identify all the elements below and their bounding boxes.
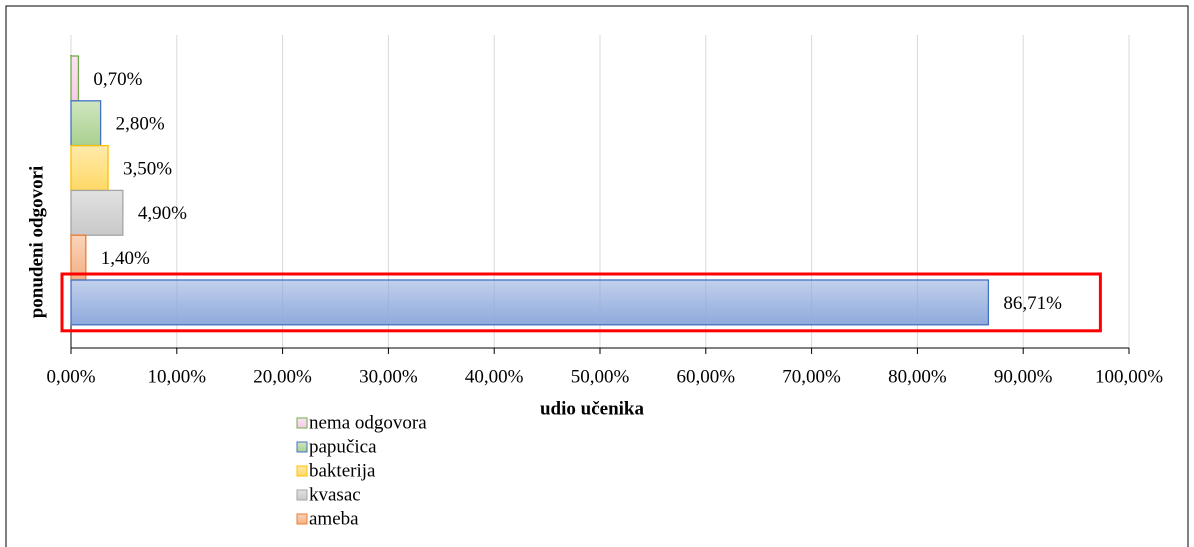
x-tick-label: 100,00% — [1095, 366, 1163, 387]
x-tick-label: 50,00% — [571, 366, 630, 387]
x-tick-label: 90,00% — [994, 366, 1053, 387]
legend-label: kvasac — [309, 484, 361, 505]
legend-swatch — [296, 417, 308, 429]
x-tick-label: 30,00% — [359, 366, 418, 387]
legend-label: bakterija — [309, 460, 376, 481]
legend-label: nema odgovora — [309, 412, 427, 433]
bar — [70, 100, 102, 147]
x-tick-label: 0,00% — [46, 366, 95, 387]
x-tick-label: 60,00% — [677, 366, 736, 387]
data-label: 3,50% — [123, 158, 172, 179]
legend-swatch — [296, 489, 308, 501]
legend-swatch — [296, 465, 308, 477]
highlight-box — [60, 272, 1102, 333]
x-tick-label: 20,00% — [253, 366, 312, 387]
bar — [70, 279, 990, 326]
legend-label: papučica — [309, 436, 377, 457]
legend-swatch — [296, 441, 308, 453]
x-tick-label: 40,00% — [465, 366, 524, 387]
x-tick-label: 10,00% — [148, 366, 207, 387]
data-label: 2,80% — [116, 114, 165, 135]
legend-swatch — [296, 513, 308, 525]
data-label: 86,71% — [1003, 293, 1062, 314]
bar — [70, 144, 109, 192]
chart-frame — [5, 5, 1189, 547]
bar — [70, 55, 80, 102]
x-tick-label: 80,00% — [888, 366, 947, 387]
x-axis-title: udio učenika — [540, 398, 645, 419]
data-label: 1,40% — [101, 248, 150, 269]
legend-label: ameba — [309, 508, 359, 529]
y-axis-title: ponudeni odgovori — [26, 166, 47, 319]
data-label: 0,70% — [93, 69, 142, 90]
data-label: 4,90% — [138, 203, 187, 224]
bar — [70, 189, 124, 236]
x-tick-label: 70,00% — [782, 366, 841, 387]
